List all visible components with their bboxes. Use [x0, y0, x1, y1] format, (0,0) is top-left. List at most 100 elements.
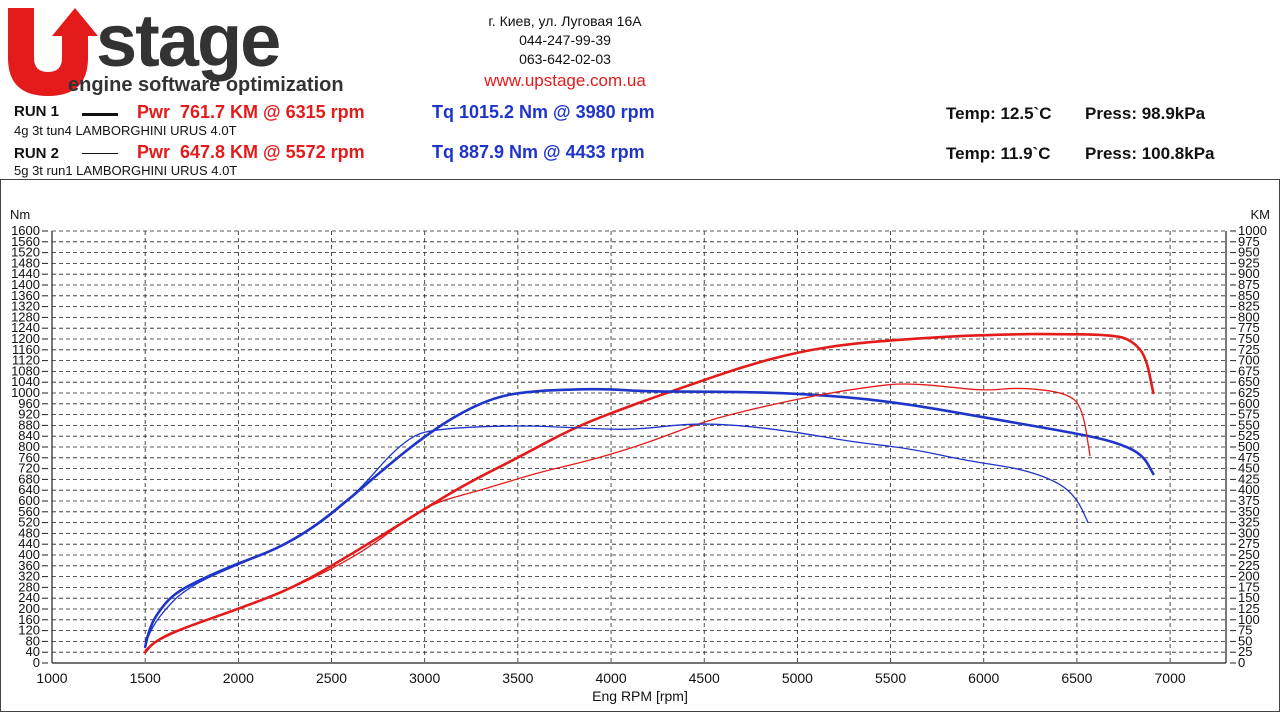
y-right-tick-label: 675: [1238, 363, 1260, 378]
y-right-tick-label: 625: [1238, 385, 1260, 400]
y-left-tick-label: 880: [18, 417, 40, 432]
y-right-tick-label: 250: [1238, 547, 1260, 562]
run-2-press: Press: 100.8kPa: [1085, 144, 1215, 163]
y-right-tick-label: 400: [1238, 482, 1260, 497]
y-right-tick-label: 300: [1238, 525, 1260, 540]
phone-2: 063-642-02-03: [519, 51, 611, 67]
run-1-description: 4g 3t tun4 LAMBORGHINI URUS 4.0T: [14, 123, 237, 138]
y-left-tick-label: 1120: [12, 353, 40, 368]
x-tick-label: 4500: [689, 670, 720, 686]
run-1-temp: Temp: 12.5`C: [946, 104, 1052, 123]
address: г. Киев, ул. Луговая 16А: [488, 13, 642, 29]
y-left-tick-label: 1200: [11, 331, 40, 346]
y-right-tick-label: 775: [1238, 320, 1260, 335]
run-2-description: 5g 3t run1 LAMBORGHINI URUS 4.0T: [14, 163, 238, 178]
y-right-tick-label: 500: [1238, 439, 1260, 454]
website-link[interactable]: www.upstage.com.ua: [484, 71, 646, 90]
logo-subtitle: engine software optimization: [68, 74, 344, 96]
x-tick-label: 5000: [782, 670, 813, 686]
y-left-tick-label: 1440: [11, 266, 40, 281]
y-left-axis-title: Nm: [10, 207, 30, 222]
y-right-tick-label: 850: [1238, 288, 1260, 303]
series-line-run-2-pwr: [144, 383, 1091, 651]
y-left-tick-label: 1520: [11, 245, 40, 260]
y-right-tick-label: 925: [1238, 255, 1260, 270]
y-left-tick-label: 1560: [11, 234, 40, 249]
y-left-tick-label: 920: [18, 407, 40, 422]
y-right-tick-label: 600: [1238, 396, 1260, 411]
y-left-tick-label: 720: [18, 461, 40, 476]
y-right-tick-label: 950: [1238, 245, 1260, 260]
y-left-tick-label: 1160: [12, 342, 40, 357]
y-right-tick-label: 375: [1238, 493, 1260, 508]
y-left-tick-label: 1360: [11, 288, 40, 303]
y-left-tick-label: 680: [18, 471, 40, 486]
y-right-tick-label: 650: [1238, 374, 1260, 389]
y-left-tick-label: 120: [18, 623, 40, 638]
y-left-tick-label: 560: [18, 504, 40, 519]
y-left-tick-label: 1280: [11, 309, 40, 324]
y-left-tick-label: 480: [18, 525, 40, 540]
run-2-line-sample: [82, 153, 118, 154]
y-left-tick-label: 0: [33, 655, 40, 670]
y-right-tick-label: 825: [1238, 299, 1260, 314]
x-tick-label: 6500: [1061, 670, 1092, 686]
y-left-tick-label: 440: [18, 536, 40, 551]
x-tick-label: 2500: [316, 670, 347, 686]
run-2-label: RUN 2: [14, 145, 60, 162]
x-tick-label: 6000: [968, 670, 999, 686]
run-1-press: Press: 98.9kPa: [1085, 104, 1206, 123]
y-right-tick-label: 275: [1238, 536, 1260, 551]
y-right-tick-label: 1000: [1238, 223, 1267, 238]
series-line-run-1-tq: [143, 387, 1155, 649]
y-right-tick-label: 750: [1238, 331, 1260, 346]
y-left-tick-label: 1600: [11, 223, 40, 238]
x-tick-label: 3500: [502, 670, 533, 686]
y-right-tick-label: 75: [1238, 623, 1252, 638]
y-right-tick-label: 575: [1238, 407, 1260, 422]
y-right-tick-label: 900: [1238, 266, 1260, 281]
y-right-tick-label: 475: [1238, 450, 1260, 465]
y-right-tick-label: 975: [1238, 234, 1260, 249]
y-left-tick-label: 160: [18, 612, 40, 627]
y-left-tick-label: 40: [26, 644, 40, 659]
series-line-run-1-pwr: [143, 332, 1155, 654]
x-tick-label: 3000: [409, 670, 440, 686]
y-left-tick-label: 200: [18, 601, 40, 616]
y-left-tick-label: 400: [18, 547, 40, 562]
y-left-tick-label: 600: [18, 493, 40, 508]
y-right-tick-label: 100: [1238, 612, 1260, 627]
y-left-tick-label: 1080: [11, 363, 40, 378]
x-tick-label: 4000: [595, 670, 626, 686]
y-left-tick-label: 1040: [11, 374, 40, 389]
y-left-tick-label: 1320: [11, 299, 40, 314]
y-right-axis-title: KM: [1251, 207, 1271, 222]
dyno-chart: 0408012016020024028032036040044048052056…: [0, 179, 1280, 712]
logo-u-mark: [8, 8, 98, 96]
y-right-tick-label: 450: [1238, 461, 1260, 476]
x-axis-title: Eng RPM [rpm]: [592, 688, 688, 704]
y-left-tick-label: 320: [18, 569, 40, 584]
y-left-tick-label: 840: [18, 428, 40, 443]
y-right-tick-label: 725: [1238, 342, 1260, 357]
y-left-tick-label: 760: [18, 450, 40, 465]
y-right-tick-label: 225: [1238, 558, 1260, 573]
y-right-tick-label: 25: [1238, 644, 1252, 659]
y-left-tick-label: 80: [26, 633, 40, 648]
y-left-tick-label: 640: [18, 482, 40, 497]
x-tick-label: 2000: [223, 670, 254, 686]
series-line-run-2-tq: [144, 423, 1089, 645]
y-left-tick-label: 1000: [11, 385, 40, 400]
y-right-tick-label: 0: [1238, 655, 1245, 670]
y-left-tick-label: 360: [18, 558, 40, 573]
y-right-tick-label: 550: [1238, 417, 1260, 432]
run-1-line-sample: [82, 113, 118, 116]
y-left-tick-label: 960: [18, 396, 40, 411]
logo-wordmark: stage: [96, 0, 279, 82]
y-left-tick-label: 800: [18, 439, 40, 454]
y-right-tick-label: 325: [1238, 515, 1260, 530]
y-right-tick-label: 175: [1238, 579, 1260, 594]
x-tick-label: 1500: [130, 670, 161, 686]
y-left-tick-label: 1400: [11, 277, 40, 292]
y-right-tick-label: 425: [1238, 471, 1260, 486]
